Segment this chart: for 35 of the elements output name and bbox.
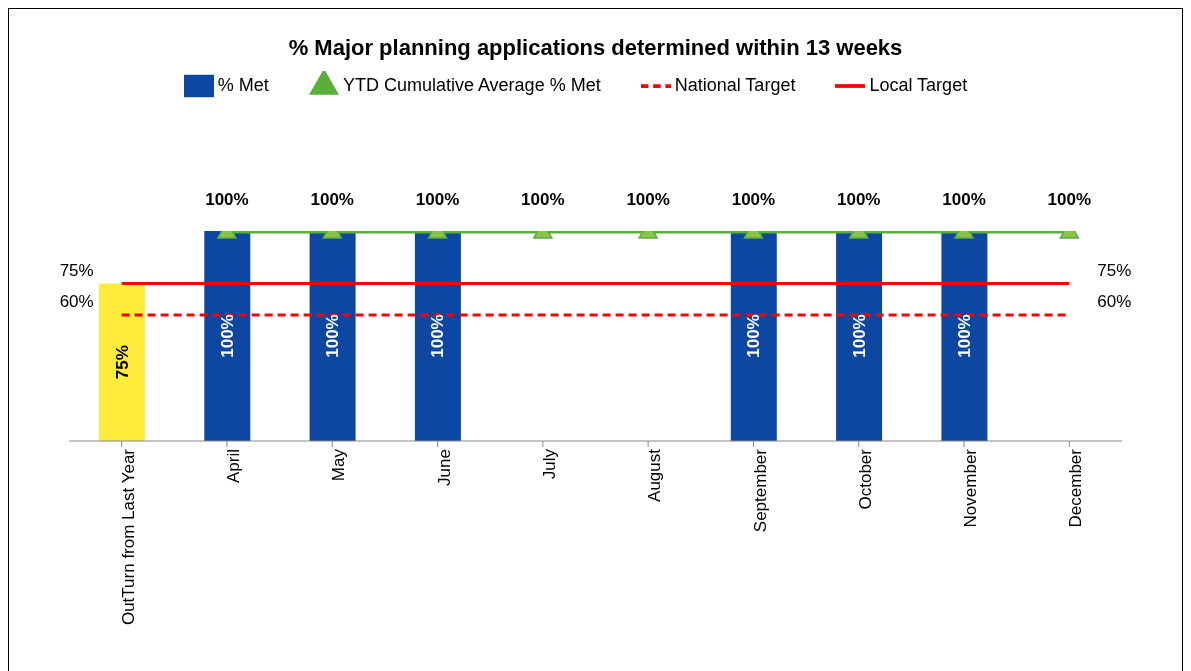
x-tick-label: October [855,448,875,510]
data-label: 100% [837,190,881,209]
data-label: 60% [1097,292,1132,311]
data-label: 100% [323,314,343,358]
data-label: 100% [942,190,986,209]
data-label: 100% [849,314,869,358]
data-label: 100% [205,190,249,209]
legend-label: YTD Cumulative Average % Met [342,74,601,95]
x-tick-label: November [961,448,981,528]
data-label: 100% [428,314,448,358]
x-tick-label: June [434,449,454,486]
legend-label: Local Target [869,74,968,95]
data-label: 75% [1097,260,1132,280]
data-label: 75% [112,345,132,380]
data-label: 100% [217,314,237,358]
data-label: 60% [59,292,94,311]
data-label: 100% [954,314,974,358]
legend-label: National Target [674,74,796,95]
x-tick-label: OutTurn from Last Year [118,448,138,626]
data-label: 100% [731,190,776,209]
data-label: 100% [521,190,565,209]
data-label: 100% [626,190,670,209]
x-tick-label: May [329,448,349,482]
x-tick-label: August [645,448,665,502]
legend-label: % Met [217,74,269,95]
data-label: 75% [59,260,94,280]
data-label: 100% [744,314,764,358]
data-label: 100% [310,190,354,209]
data-label: 100% [415,190,460,209]
x-tick-label: April [224,449,244,484]
x-tick-label: September [750,448,770,533]
x-tick-label: July [539,448,559,480]
data-label: 100% [1047,190,1092,209]
x-tick-label: December [1066,448,1086,528]
chart-title: % Major planning applications determined within 13 weeks [287,34,904,61]
